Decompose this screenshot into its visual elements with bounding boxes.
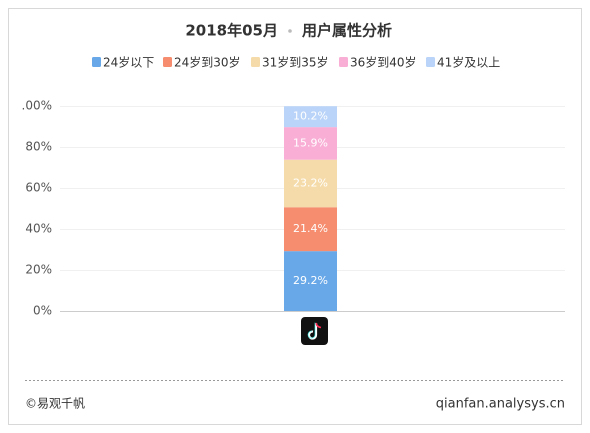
legend-label: 24岁以下 xyxy=(103,55,154,70)
legend-swatch xyxy=(426,57,435,67)
legend-swatch xyxy=(163,57,172,67)
y-tick-label: 60% xyxy=(25,181,52,195)
y-tick-label: 0% xyxy=(33,304,52,318)
data-label: 29.2% xyxy=(293,274,328,287)
legend-label: 24岁到30岁 xyxy=(174,55,241,70)
footer-source: ©易观千帆 xyxy=(25,396,85,411)
data-label: 15.9% xyxy=(293,136,328,149)
data-label: 21.4% xyxy=(293,222,328,235)
title-separator xyxy=(288,29,292,33)
bar-segment xyxy=(284,127,337,160)
legend-swatch xyxy=(251,57,260,67)
y-tick-label: 40% xyxy=(25,222,52,236)
legend-label: 31岁到35岁 xyxy=(262,55,329,70)
data-label: 10.2% xyxy=(293,110,328,123)
y-tick-label: 20% xyxy=(25,263,52,277)
bar-segment xyxy=(284,159,337,208)
data-label: 23.2% xyxy=(293,176,328,189)
bar-segment xyxy=(284,251,337,311)
legend-swatch xyxy=(339,57,348,67)
footer-url: qianfan.analysys.cn xyxy=(436,397,565,412)
legend-label: 41岁及以上 xyxy=(437,55,500,70)
bar-segment xyxy=(284,106,337,128)
legend-label: 36岁到40岁 xyxy=(350,55,417,70)
y-tick-label: .00% xyxy=(22,99,53,113)
category-icon xyxy=(301,317,328,345)
bar-segment xyxy=(284,207,337,252)
legend-swatch xyxy=(92,57,101,67)
y-tick-label: 80% xyxy=(25,140,52,154)
chart-title: 2018年05月 xyxy=(185,22,278,40)
chart-subtitle: 用户属性分析 xyxy=(302,22,392,40)
